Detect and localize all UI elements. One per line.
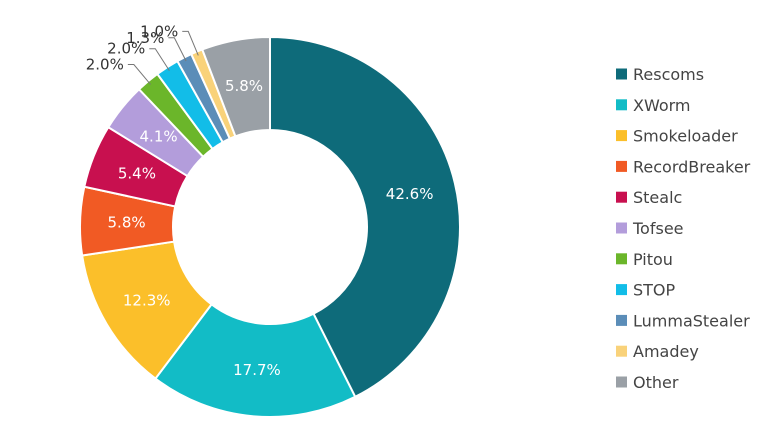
leader-line-lummastealer <box>168 37 187 62</box>
outer-label-stop: 2.0% <box>107 40 145 58</box>
legend-swatch-lummastealer <box>616 314 627 326</box>
slice-other <box>200 35 271 138</box>
legend-swatch-xworm <box>616 99 627 111</box>
legend-swatch-tofsee <box>616 222 627 234</box>
legend-label-stop: STOP <box>633 281 676 300</box>
leader-lines-group <box>127 30 199 85</box>
legend-label-stealc: Stealc <box>633 188 682 207</box>
slice-label-tofsee: 4.1% <box>140 128 178 146</box>
legend-swatch-stop <box>616 284 627 296</box>
slices-group <box>79 35 461 418</box>
leader-line-amadey <box>182 30 199 56</box>
leader-line-stop <box>149 48 170 71</box>
leader-line-pitou <box>127 64 151 85</box>
legend-swatch-recordbreaker <box>616 160 627 172</box>
slice-label-other: 5.8% <box>225 77 263 95</box>
slice-rescoms <box>269 35 461 399</box>
legend-swatch-smokeloader <box>616 130 627 142</box>
slice-label-smokeloader: 12.3% <box>123 291 171 309</box>
legend-label-tofsee: Tofsee <box>632 219 684 238</box>
legend-swatch-other <box>616 376 627 388</box>
slice-label-xworm: 17.7% <box>233 361 281 379</box>
legend-label-amadey: Amadey <box>633 342 699 361</box>
slice-label-recordbreaker: 5.8% <box>108 213 146 231</box>
legend-label-xworm: XWorm <box>633 96 691 115</box>
outer-label-lummastealer: 1.3% <box>126 29 164 47</box>
legend-swatch-pitou <box>616 253 627 265</box>
legend-label-lummastealer: LummaStealer <box>633 311 750 330</box>
legend-swatch-stealc <box>616 191 627 203</box>
outer-label-amadey: 1.0% <box>140 22 178 40</box>
slice-xworm <box>154 302 357 418</box>
outer-label-pitou: 2.0% <box>86 56 124 74</box>
legend: Rescoms XWorm Smokeloader RecordBreaker Stea… <box>616 65 751 392</box>
slice-label-rescoms: 42.6% <box>386 185 434 203</box>
slice-labels-group: 42.6% 17.7% 12.3% 5.8% 5.4% 4.1% 2.0%2.0%1.3%1… <box>86 22 434 379</box>
legend-swatch-rescoms <box>616 68 627 80</box>
legend-label-other: Other <box>633 373 679 392</box>
slice-label-stealc: 5.4% <box>118 164 156 182</box>
legend-swatch-amadey <box>616 345 627 357</box>
legend-label-recordbreaker: RecordBreaker <box>633 157 751 176</box>
legend-label-rescoms: Rescoms <box>633 65 704 84</box>
legend-label-smokeloader: Smokeloader <box>633 127 738 146</box>
legend-label-pitou: Pitou <box>633 250 673 269</box>
